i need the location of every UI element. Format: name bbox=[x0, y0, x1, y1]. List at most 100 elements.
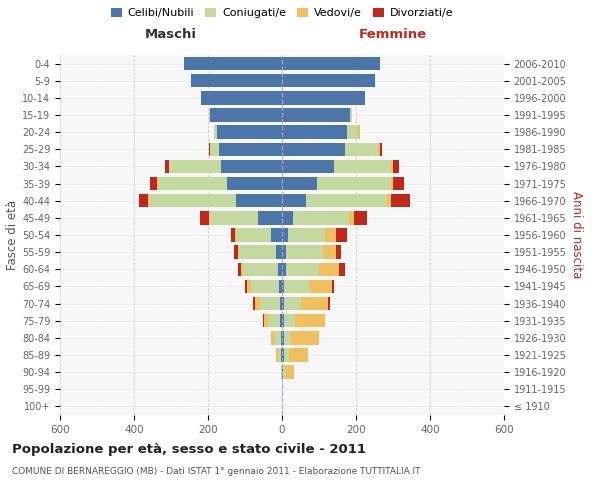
Bar bbox=[347, 126, 358, 139]
Bar bbox=[239, 246, 277, 259]
Bar bbox=[284, 331, 291, 344]
Bar bbox=[251, 280, 279, 293]
Bar bbox=[271, 331, 274, 344]
Bar bbox=[235, 228, 236, 241]
Bar bbox=[279, 280, 282, 293]
Bar bbox=[282, 382, 283, 396]
Bar bbox=[281, 331, 282, 344]
Bar bbox=[236, 228, 271, 241]
Y-axis label: Anni di nascita: Anni di nascita bbox=[570, 192, 583, 278]
Bar bbox=[271, 228, 282, 241]
Bar bbox=[200, 91, 282, 104]
Bar bbox=[210, 211, 258, 224]
Bar bbox=[388, 194, 391, 207]
Bar bbox=[282, 297, 284, 310]
Text: Popolazione per età, sesso e stato civile - 2011: Popolazione per età, sesso e stato civil… bbox=[12, 442, 366, 456]
Legend: Celibi/Nubili, Coniugati/e, Vedovi/e, Divorziati/e: Celibi/Nubili, Coniugati/e, Vedovi/e, Di… bbox=[106, 3, 458, 22]
Bar bbox=[282, 246, 286, 259]
Bar bbox=[391, 194, 410, 207]
Bar bbox=[393, 160, 398, 173]
Bar bbox=[334, 160, 391, 173]
Bar bbox=[184, 57, 282, 70]
Bar bbox=[274, 331, 281, 344]
Bar bbox=[282, 91, 365, 104]
Bar bbox=[278, 348, 281, 362]
Bar bbox=[139, 194, 148, 207]
Bar bbox=[391, 177, 393, 190]
Bar bbox=[157, 177, 158, 190]
Bar bbox=[209, 142, 210, 156]
Bar bbox=[319, 262, 340, 276]
Bar bbox=[282, 262, 286, 276]
Bar bbox=[277, 246, 282, 259]
Bar bbox=[158, 177, 227, 190]
Bar bbox=[284, 280, 310, 293]
Bar bbox=[282, 228, 287, 241]
Bar bbox=[217, 126, 282, 139]
Bar bbox=[241, 262, 243, 276]
Text: COMUNE DI BERNAREGGIO (MB) - Dati ISTAT 1° gennaio 2011 - Elaborazione TUTTITALI: COMUNE DI BERNAREGGIO (MB) - Dati ISTAT … bbox=[12, 468, 421, 476]
Bar bbox=[280, 297, 282, 310]
Bar bbox=[282, 331, 284, 344]
Bar bbox=[258, 211, 282, 224]
Bar bbox=[148, 194, 149, 207]
Bar bbox=[280, 314, 282, 328]
Bar bbox=[210, 142, 219, 156]
Bar bbox=[253, 297, 254, 310]
Bar bbox=[350, 108, 352, 122]
Bar bbox=[282, 194, 306, 207]
Bar bbox=[293, 211, 349, 224]
Bar bbox=[354, 211, 367, 224]
Bar bbox=[278, 262, 282, 276]
Bar bbox=[349, 211, 354, 224]
Bar bbox=[254, 297, 260, 310]
Bar bbox=[230, 228, 235, 241]
Bar bbox=[360, 126, 361, 139]
Bar bbox=[219, 142, 282, 156]
Bar bbox=[282, 211, 293, 224]
Bar bbox=[286, 246, 323, 259]
Bar bbox=[282, 160, 334, 173]
Bar bbox=[283, 366, 284, 379]
Bar bbox=[306, 194, 388, 207]
Bar bbox=[345, 142, 378, 156]
Bar bbox=[378, 142, 380, 156]
Bar bbox=[236, 194, 282, 207]
Bar bbox=[295, 314, 325, 328]
Bar bbox=[282, 108, 350, 122]
Bar bbox=[310, 280, 332, 293]
Bar bbox=[200, 211, 209, 224]
Bar bbox=[282, 57, 380, 70]
Bar bbox=[281, 348, 282, 362]
Bar bbox=[317, 177, 391, 190]
Bar bbox=[209, 108, 210, 122]
Bar bbox=[234, 246, 238, 259]
Bar bbox=[323, 246, 335, 259]
Bar bbox=[328, 297, 330, 310]
Bar bbox=[245, 280, 247, 293]
Bar bbox=[393, 177, 404, 190]
Bar bbox=[301, 297, 328, 310]
Bar bbox=[282, 280, 284, 293]
Bar bbox=[335, 228, 347, 241]
Bar bbox=[286, 262, 319, 276]
Bar bbox=[291, 331, 319, 344]
Bar bbox=[268, 314, 280, 328]
Bar bbox=[284, 297, 301, 310]
Bar bbox=[238, 262, 241, 276]
Bar bbox=[149, 194, 236, 207]
Bar bbox=[284, 366, 294, 379]
Bar bbox=[284, 314, 295, 328]
Bar bbox=[150, 177, 157, 190]
Bar bbox=[391, 160, 393, 173]
Bar bbox=[282, 314, 284, 328]
Bar bbox=[282, 142, 345, 156]
Y-axis label: Fasce di età: Fasce di età bbox=[6, 200, 19, 270]
Bar bbox=[284, 348, 289, 362]
Bar bbox=[282, 74, 374, 88]
Bar bbox=[191, 74, 282, 88]
Bar bbox=[335, 246, 341, 259]
Bar bbox=[282, 126, 347, 139]
Bar bbox=[264, 314, 268, 328]
Bar bbox=[380, 142, 382, 156]
